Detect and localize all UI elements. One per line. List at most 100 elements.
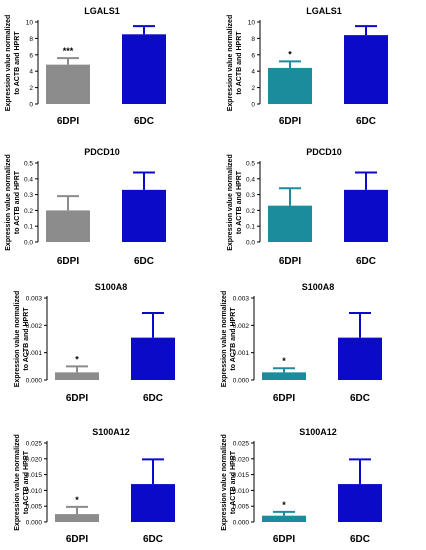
y-tick-label: 10 (248, 20, 256, 27)
y-tick-label: 0.5 (24, 161, 33, 168)
chart-panel-1: LGALS1 Expression value normalized to ACTB… (5, 6, 166, 127)
y-tick-label: 0.000 (26, 520, 43, 527)
y-tick-label: 6 (251, 52, 255, 59)
y-tick-label: 0.015 (26, 472, 43, 479)
category-label: 6DC (143, 393, 163, 404)
chart-panel-7: S100A12 Expression value normalized to ACT… (14, 427, 175, 545)
y-tick-label: 0.025 (26, 441, 43, 448)
y-tick-label: 0.1 (246, 224, 255, 231)
y-tick-label: 0.2 (24, 208, 33, 215)
y-axis-label: Expression value normalized (227, 154, 234, 250)
error-bar (57, 195, 79, 211)
category-label: 6DC (134, 116, 154, 127)
category-label: 6DPI (273, 393, 295, 404)
y-tick-label: 0.020 (26, 456, 43, 463)
error-bar (142, 458, 164, 485)
y-tick-label: 0.002 (233, 323, 250, 330)
y-tick-label: 0.0 (246, 240, 255, 247)
y-tick-label: 0.010 (233, 488, 250, 495)
y-tick-label: 0.002 (26, 323, 43, 330)
error-bar (133, 25, 155, 35)
category-label: 6DC (350, 393, 370, 404)
y-axis-label: to ACTB and HPRT (236, 170, 243, 234)
y-axis-label: Expression value normalized (14, 291, 21, 387)
y-tick-label: 0.001 (26, 350, 43, 357)
error-bar (349, 312, 371, 338)
category-label: 6DC (356, 116, 376, 127)
chart-title: S100A12 (92, 427, 130, 437)
y-tick-label: 4 (29, 69, 33, 76)
chart-title: LGALS1 (84, 6, 120, 16)
error-bar (57, 57, 79, 65)
y-axis-label: to ACTB and HPRT (23, 450, 30, 514)
chart-title: S100A8 (302, 282, 335, 292)
y-axis-label: Expression value normalized (221, 291, 228, 387)
y-axis-label: Expression value normalized (5, 15, 12, 111)
y-tick-label: 0.015 (233, 472, 250, 479)
category-label: 6DPI (57, 116, 79, 127)
y-tick-label: 0.025 (233, 441, 250, 448)
bar-6dc (344, 189, 388, 242)
y-tick-label: 0 (251, 102, 255, 109)
error-bar (355, 25, 377, 36)
y-tick-label: 0.000 (26, 378, 43, 385)
y-axis-label: Expression value normalized (221, 434, 228, 530)
y-tick-label: 2 (251, 85, 255, 92)
y-tick-label: 4 (251, 69, 255, 76)
bar-6dc (122, 189, 166, 242)
error-bar (133, 171, 155, 190)
category-label: 6DC (356, 256, 376, 267)
y-tick-label: 0.000 (233, 520, 250, 527)
error-bar (273, 367, 295, 373)
category-label: 6DPI (66, 534, 88, 545)
bar-6dpi (262, 515, 306, 522)
y-axis-label: to ACTB and HPRT (230, 307, 237, 371)
chart-panel-4: PDCD10 Expression value normalized to ACTB… (227, 147, 388, 267)
y-tick-label: 0.020 (233, 456, 250, 463)
significance-marker: * (282, 500, 286, 510)
y-tick-label: 0.000 (233, 378, 250, 385)
significance-marker: * (75, 495, 79, 505)
chart-panel-2: LGALS1 Expression value normalized to ACTB… (227, 6, 388, 127)
error-bar (142, 312, 164, 338)
y-tick-label: 0.003 (26, 296, 43, 303)
significance-marker: * (282, 356, 286, 366)
chart-title: PDCD10 (306, 147, 342, 157)
y-axis-label: to ACTB and HPRT (23, 307, 30, 371)
chart-title: LGALS1 (306, 6, 342, 16)
y-axis-label: to ACTB and HPRT (236, 31, 243, 95)
significance-marker: * (288, 49, 292, 59)
bar-6dc (338, 484, 382, 522)
bar-6dpi (46, 210, 90, 242)
y-tick-label: 0.010 (26, 488, 43, 495)
y-axis-label: Expression value normalized (14, 434, 21, 530)
y-tick-label: 8 (251, 36, 255, 43)
bar-6dc (131, 484, 175, 522)
category-label: 6DPI (273, 534, 295, 545)
y-tick-label: 0.005 (26, 504, 43, 511)
chart-title: S100A8 (95, 282, 128, 292)
y-axis-label: Expression value normalized (227, 15, 234, 111)
error-bar (273, 510, 295, 516)
y-axis-label: to ACTB and HPRT (230, 450, 237, 514)
y-axis-label: Expression value normalized (5, 154, 12, 250)
category-label: 6DC (350, 534, 370, 545)
bar-6dpi (46, 64, 90, 104)
significance-marker: * (75, 354, 79, 364)
y-tick-label: 6 (29, 52, 33, 59)
chart-panel-3: PDCD10 Expression value normalized to ACTB… (5, 147, 166, 267)
y-tick-label: 0.003 (233, 296, 250, 303)
error-bar (349, 458, 371, 485)
y-tick-label: 0.001 (233, 350, 250, 357)
chart-panel-6: S100A8 Expression value normalized to ACTB… (221, 282, 382, 404)
y-tick-label: 0.005 (233, 504, 250, 511)
bar-6dpi (55, 514, 99, 522)
y-tick-label: 0.3 (246, 192, 255, 199)
bar-6dc (338, 337, 382, 380)
y-tick-label: 8 (29, 36, 33, 43)
y-axis-label: to ACTB and HPRT (14, 31, 21, 95)
y-tick-label: 0.4 (24, 176, 33, 183)
y-tick-label: 0.1 (24, 224, 33, 231)
bar-6dpi (55, 372, 99, 380)
